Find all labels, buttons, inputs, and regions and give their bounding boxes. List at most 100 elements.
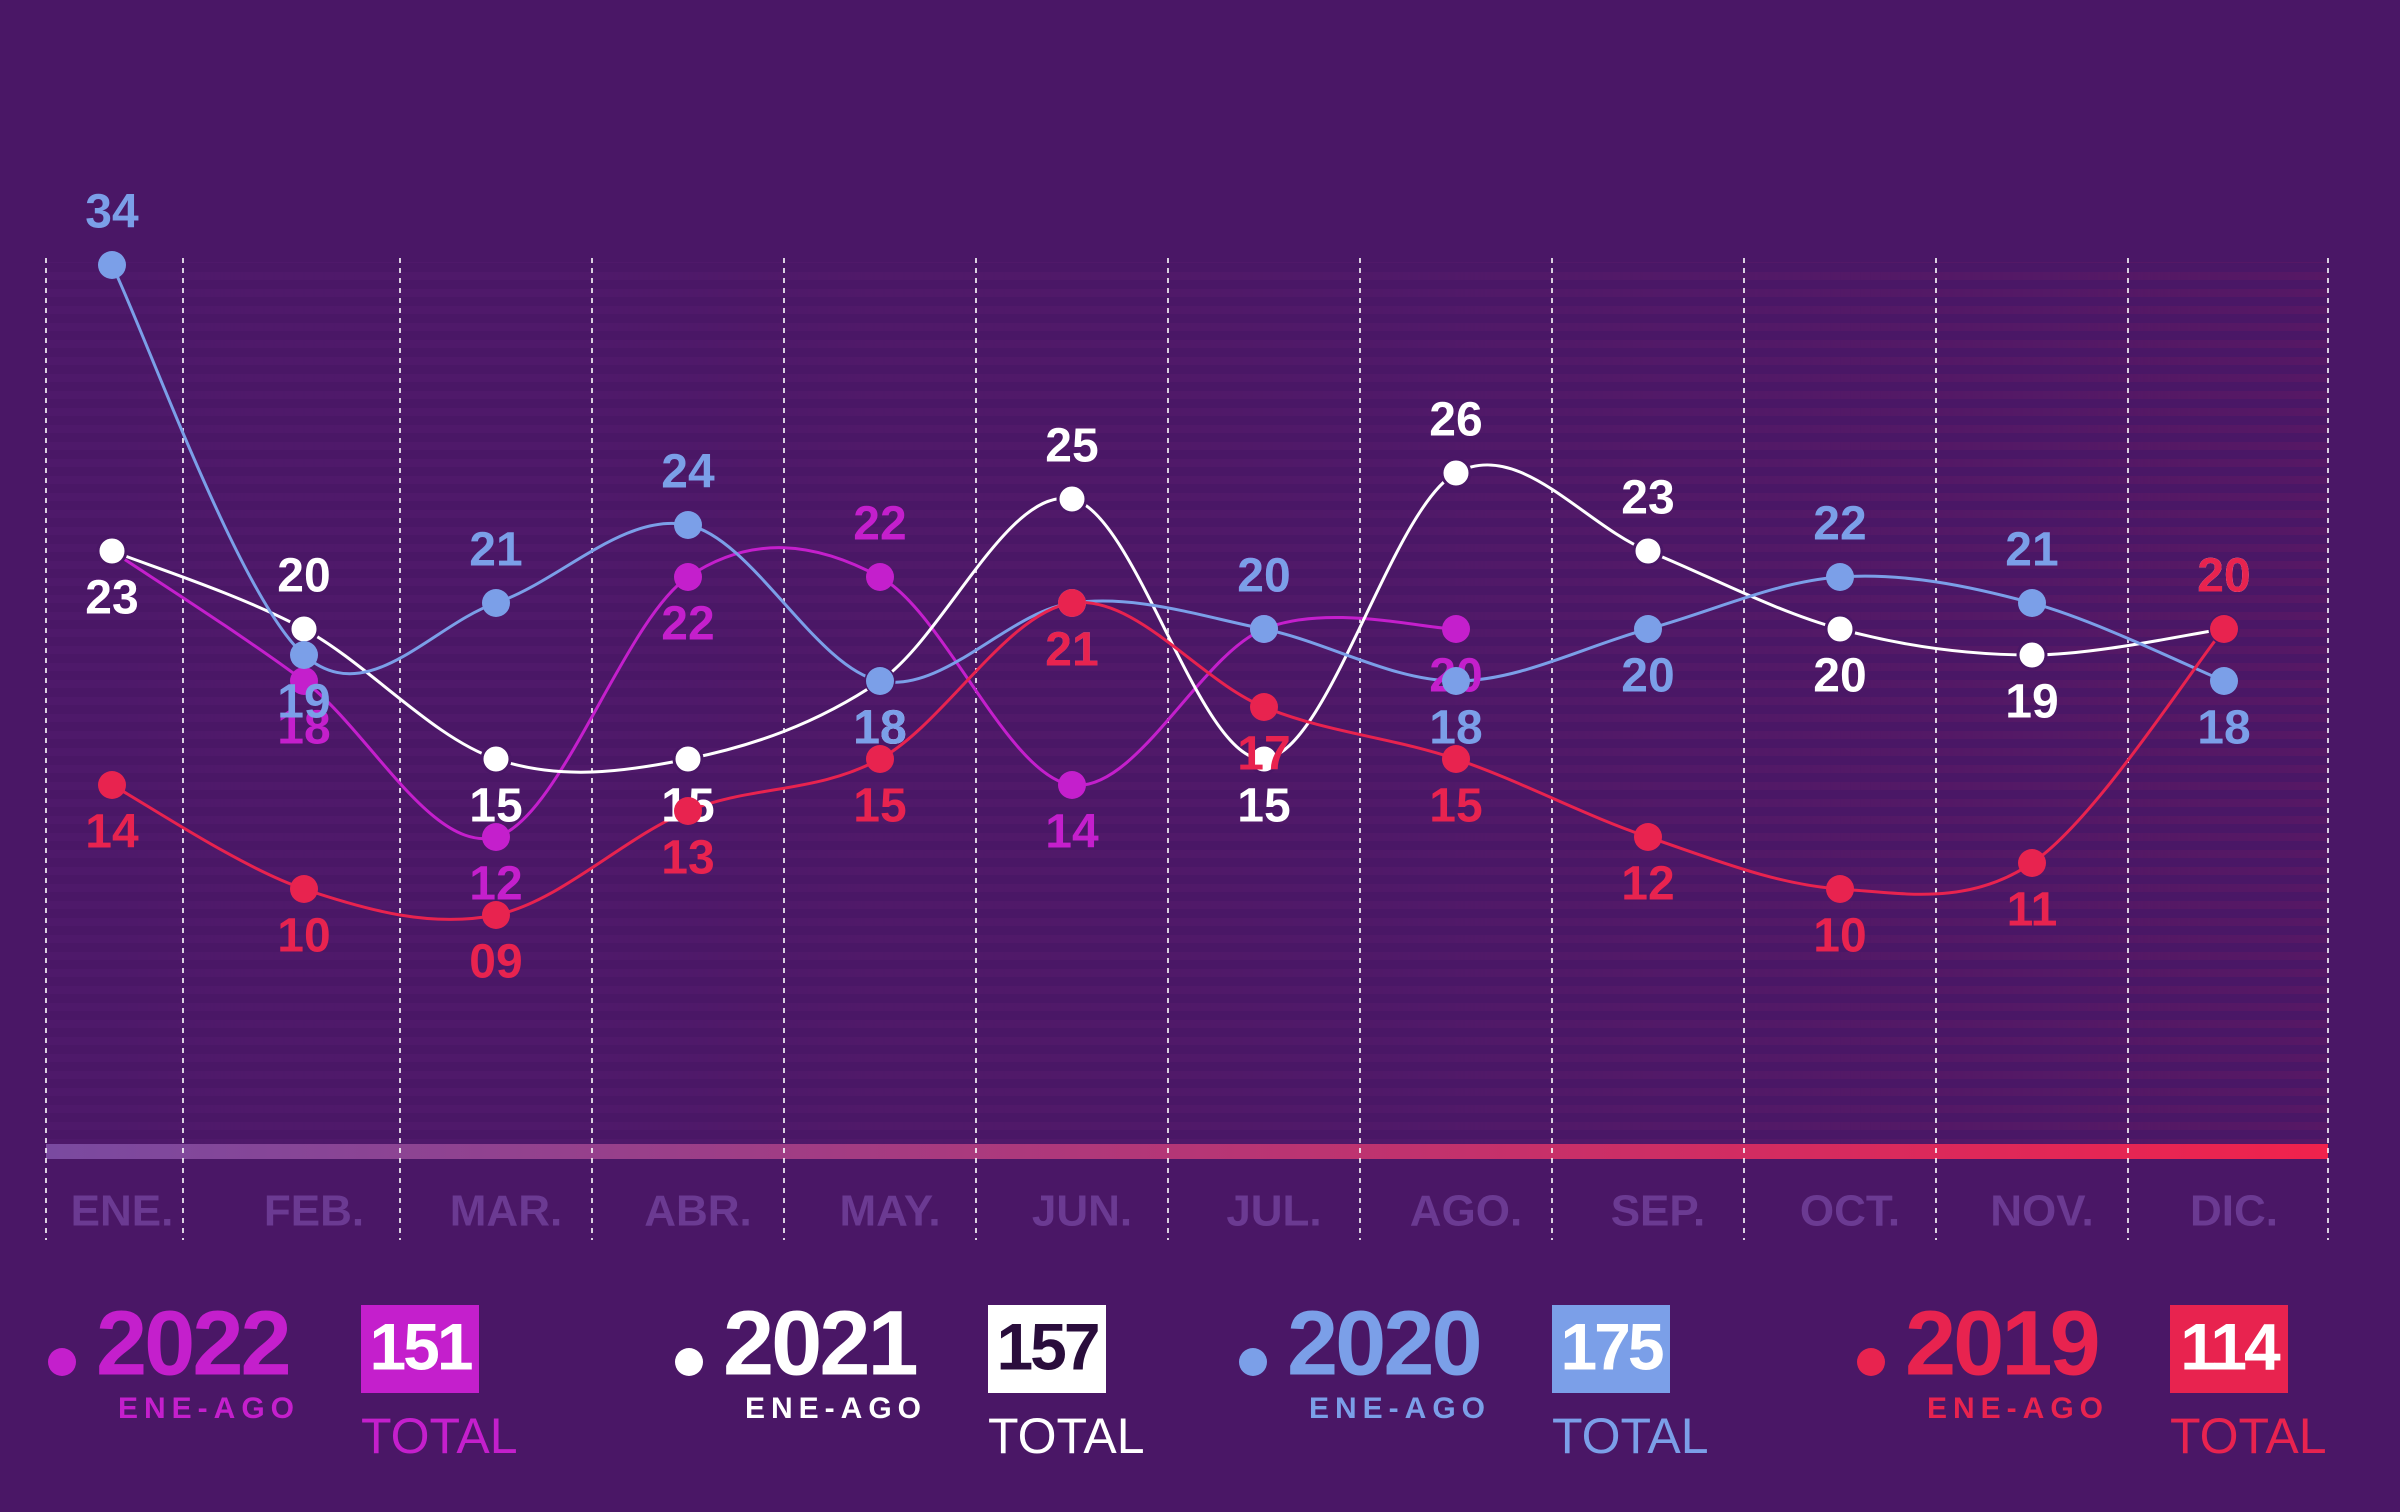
series-line xyxy=(111,546,1457,841)
data-point xyxy=(1250,693,1278,721)
legend-total-box xyxy=(2170,1305,2288,1393)
legend-name: 2019 xyxy=(1905,1292,2098,1394)
x-tick-label: ABR. xyxy=(644,1187,752,1236)
legend-total-label: TOTAL xyxy=(361,1408,518,1464)
x-tick-label: JUN. xyxy=(1032,1187,1132,1236)
data-point xyxy=(866,745,894,773)
data-point xyxy=(1058,589,1086,617)
data-label: 19 xyxy=(277,676,330,729)
x-tick-label: SEP. xyxy=(1611,1187,1706,1236)
legend-name: 2022 xyxy=(96,1292,289,1394)
data-label: 15 xyxy=(1237,780,1290,833)
x-tick-label: FEB. xyxy=(264,1187,364,1236)
legend-period: ENE-AGO xyxy=(1309,1392,1491,1425)
data-point xyxy=(2016,639,2048,671)
data-label: 23 xyxy=(85,572,138,625)
legend-total-label: TOTAL xyxy=(1552,1408,1709,1464)
data-point xyxy=(288,613,320,645)
data-label: 15 xyxy=(1429,780,1482,833)
data-label: 20 xyxy=(1237,550,1290,603)
data-point xyxy=(1442,745,1470,773)
data-label: 14 xyxy=(1045,806,1099,859)
legend-total: 151 xyxy=(369,1309,471,1383)
data-point xyxy=(98,251,126,279)
data-label: 20 xyxy=(1237,550,1290,603)
data-point xyxy=(1248,743,1280,775)
plot-background xyxy=(46,262,2328,1150)
data-point xyxy=(1440,457,1472,489)
legend-total-box xyxy=(361,1305,479,1393)
legend-total: 175 xyxy=(1560,1309,1662,1383)
x-tick-label: AGO. xyxy=(1410,1187,1522,1236)
legend-period: ENE-AGO xyxy=(745,1392,927,1425)
legend-dot xyxy=(675,1348,703,1376)
data-point xyxy=(290,667,318,695)
x-tick-label: DIC. xyxy=(2190,1187,2278,1236)
legend-total: 114 xyxy=(2180,1309,2281,1383)
data-point xyxy=(1442,667,1470,695)
data-label: 18 xyxy=(2197,702,2250,755)
data-point xyxy=(482,823,510,851)
data-point xyxy=(480,743,512,775)
data-point xyxy=(1826,563,1854,591)
data-label: 20 xyxy=(2197,550,2250,603)
data-label: 12 xyxy=(1621,858,1674,911)
data-label: 21 xyxy=(1045,624,1098,677)
legend-dot xyxy=(48,1348,76,1376)
x-tick-label: OCT. xyxy=(1800,1187,1900,1236)
legend-total-label: TOTAL xyxy=(988,1408,1145,1464)
data-point xyxy=(674,797,702,825)
data-label: 23 xyxy=(1621,472,1674,525)
data-label: 24 xyxy=(661,446,715,499)
data-point xyxy=(866,563,894,591)
legend-total: 157 xyxy=(996,1309,1097,1383)
data-label: 22 xyxy=(661,598,714,651)
data-label: 20 xyxy=(2197,550,2250,603)
data-label: 15 xyxy=(469,780,522,833)
data-label: 10 xyxy=(1813,910,1866,963)
data-label: 22 xyxy=(1813,498,1866,551)
data-label: 20 xyxy=(1813,650,1866,703)
data-point xyxy=(1056,483,1088,515)
data-label: 26 xyxy=(1429,394,1482,447)
baseline-bar xyxy=(46,1144,2328,1159)
legend-name: 2020 xyxy=(1287,1292,1480,1394)
data-label: 18 xyxy=(277,702,330,755)
data-point xyxy=(290,641,318,669)
data-label: 09 xyxy=(469,936,522,989)
data-point xyxy=(96,535,128,567)
data-point xyxy=(1634,823,1662,851)
data-label: 10 xyxy=(277,910,330,963)
x-tick-label: ENE. xyxy=(71,1187,174,1236)
data-point xyxy=(98,771,126,799)
data-label: 20 xyxy=(1621,650,1674,703)
data-point xyxy=(672,743,704,775)
data-point xyxy=(1250,615,1278,643)
data-label: 14 xyxy=(85,806,139,859)
data-point xyxy=(290,875,318,903)
data-label: 21 xyxy=(469,524,522,577)
data-label: 21 xyxy=(1045,624,1098,677)
data-label: 15 xyxy=(853,780,906,833)
x-tick-label: MAY. xyxy=(839,1187,940,1236)
x-tick-label: NOV. xyxy=(1990,1187,2094,1236)
legend-period: ENE-AGO xyxy=(1927,1392,2109,1425)
data-point xyxy=(482,901,510,929)
data-label: 25 xyxy=(1045,420,1098,473)
data-point xyxy=(482,589,510,617)
legend-dot xyxy=(1857,1348,1885,1376)
data-label: 23 xyxy=(85,572,138,625)
data-label: 34 xyxy=(85,186,139,239)
data-point xyxy=(1826,875,1854,903)
legend-total-label: TOTAL xyxy=(2170,1408,2327,1464)
data-label: 13 xyxy=(661,832,714,885)
data-point xyxy=(2018,849,2046,877)
data-point xyxy=(2210,615,2238,643)
data-label: 17 xyxy=(1237,728,1290,781)
legend-total-box xyxy=(988,1305,1106,1393)
data-label: 20 xyxy=(277,550,330,603)
data-point xyxy=(1058,771,1086,799)
x-tick-label: MAR. xyxy=(450,1187,562,1236)
data-point xyxy=(1824,613,1856,645)
